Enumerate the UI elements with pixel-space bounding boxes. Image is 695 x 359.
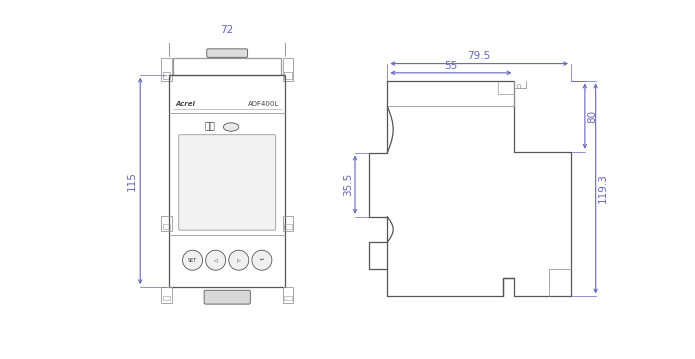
- Bar: [283, 215, 293, 231]
- Text: ▷: ▷: [237, 258, 240, 263]
- Circle shape: [206, 250, 226, 270]
- Ellipse shape: [223, 123, 239, 131]
- Bar: [284, 224, 292, 229]
- Bar: [283, 58, 293, 81]
- Text: ↩: ↩: [260, 258, 264, 263]
- Text: 55: 55: [444, 61, 457, 71]
- FancyBboxPatch shape: [207, 49, 247, 57]
- Bar: [284, 73, 292, 79]
- Bar: [161, 215, 172, 231]
- Bar: [161, 58, 172, 81]
- Text: 119.3: 119.3: [598, 173, 608, 204]
- Text: 72: 72: [220, 25, 234, 34]
- Text: Acrel: Acrel: [176, 101, 195, 107]
- FancyBboxPatch shape: [179, 135, 276, 230]
- Bar: [170, 75, 285, 287]
- Circle shape: [252, 250, 272, 270]
- Bar: [284, 296, 292, 300]
- Text: ◁: ◁: [214, 258, 218, 263]
- Text: SET: SET: [188, 258, 197, 263]
- Bar: [163, 73, 170, 79]
- Text: 80: 80: [587, 109, 597, 123]
- Bar: [163, 296, 170, 300]
- Bar: [161, 287, 172, 303]
- Text: ADF400L: ADF400L: [247, 101, 279, 107]
- Bar: [173, 58, 281, 75]
- Text: 红外: 红外: [205, 122, 215, 131]
- Text: 115: 115: [126, 171, 136, 191]
- Bar: [283, 287, 293, 303]
- Text: 79.5: 79.5: [468, 51, 491, 61]
- Bar: [498, 80, 514, 94]
- FancyBboxPatch shape: [204, 290, 250, 304]
- Circle shape: [183, 250, 202, 270]
- Text: 35.5: 35.5: [343, 173, 353, 196]
- Bar: [163, 224, 170, 229]
- Circle shape: [229, 250, 249, 270]
